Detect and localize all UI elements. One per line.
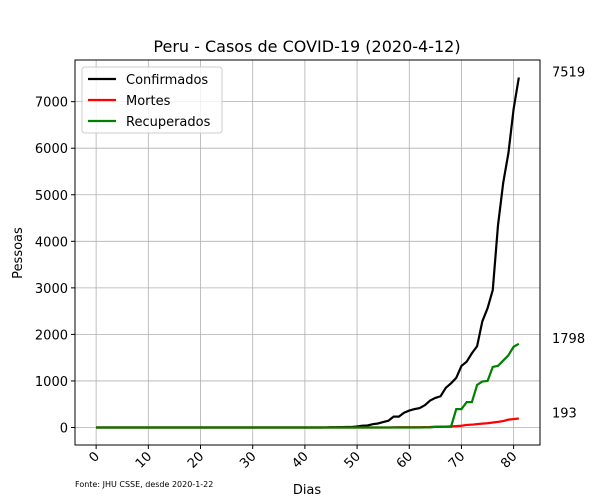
x-axis-label: Dias [293, 483, 322, 498]
x-tick-label: 40 [289, 449, 311, 471]
legend-box [81, 66, 223, 134]
plot-frame [74, 59, 541, 446]
y-tick-label: 5000 [35, 189, 68, 204]
y-tick-label: 4000 [35, 235, 68, 250]
y-axis-label: Pessoas [11, 227, 26, 279]
end-label: 1798 [552, 332, 585, 347]
chart-title: Peru - Casos de COVID-19 (2020-4-12) [153, 37, 460, 56]
y-tick-label: 2000 [35, 328, 68, 343]
y-tick-label: 1000 [35, 375, 68, 390]
x-tick-label: 30 [237, 449, 259, 471]
end-label: 193 [552, 407, 577, 422]
x-tick-label: 20 [185, 449, 207, 471]
series-line [96, 417, 519, 429]
series-line [96, 342, 520, 429]
x-tick-label: 70 [446, 449, 468, 471]
x-tick-label: 80 [498, 449, 520, 471]
end-label: 7519 [552, 66, 585, 81]
x-tick-label: 60 [394, 449, 416, 471]
legend-label: Recuperados [126, 115, 211, 130]
legend-label: Mortes [126, 94, 171, 109]
y-tick-label: 3000 [35, 282, 68, 297]
y-tick-label: 0 [60, 421, 68, 436]
source-note: Fonte: JHU CSSE, desde 2020-1-22 [75, 480, 213, 489]
legend-label: Confirmados [126, 73, 208, 88]
x-tick-label: 10 [133, 449, 155, 471]
y-tick-label: 6000 [35, 142, 68, 157]
x-tick-label: 0 [87, 449, 103, 465]
y-tick-label: 7000 [35, 96, 68, 111]
x-tick-label: 50 [342, 449, 364, 471]
